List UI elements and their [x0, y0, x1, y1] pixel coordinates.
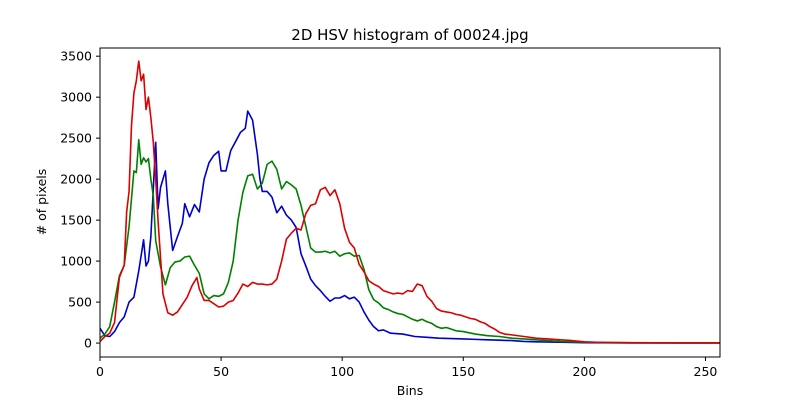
y-tick-label: 3500 [60, 49, 92, 64]
x-tick-label: 200 [572, 364, 596, 379]
x-tick-label: 50 [213, 364, 229, 379]
x-tick-label: 150 [451, 364, 475, 379]
series-line-1 [99, 110, 720, 344]
x-tick-label: 0 [96, 364, 104, 379]
x-axis-label: Bins [397, 383, 423, 398]
y-axis-label: # of pixels [34, 169, 49, 236]
y-tick-label: 1000 [60, 254, 92, 269]
y-tick-label: 1500 [60, 213, 92, 228]
y-tick-label: 2500 [60, 131, 92, 146]
chart-title: 2D HSV histogram of 00024.jpg [291, 26, 528, 44]
plot-frame [99, 47, 721, 358]
series-layer [99, 60, 721, 344]
y-tick-label: 2000 [60, 172, 92, 187]
y-tick-label: 0 [84, 336, 92, 351]
y-axis-ticks: 0 500 1000 1500 2000 2500 3000 3500 [60, 49, 100, 351]
series-line-2 [99, 139, 721, 344]
y-tick-label: 500 [68, 295, 92, 310]
x-tick-label: 100 [330, 364, 354, 379]
x-axis-ticks: 0 50 100 150 200 250 [96, 357, 717, 379]
x-tick-label: 250 [694, 364, 718, 379]
y-tick-label: 3000 [60, 90, 92, 105]
series-line-3 [99, 60, 721, 344]
